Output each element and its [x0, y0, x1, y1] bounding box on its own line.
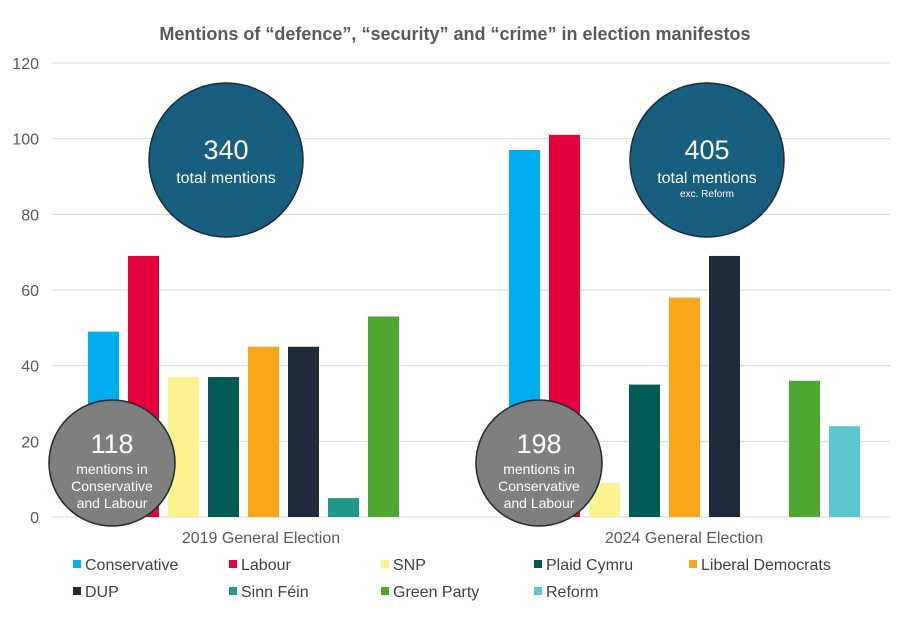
- bar-plaid-cymru-2024: [629, 384, 660, 517]
- legend-label: Green Party: [393, 584, 479, 601]
- legend: Conservative Labour SNP Plaid Cymru Liberal …: [73, 557, 831, 601]
- legend-label: Liberal Democrats: [701, 557, 831, 574]
- bubble-label-line: Conservative: [498, 478, 580, 494]
- bar-green-party-2024: [789, 380, 820, 517]
- bar-reform-2024: [829, 426, 860, 517]
- legend-swatch: [534, 560, 542, 568]
- y-tick-label: 60: [21, 283, 39, 300]
- bubble-number: 118: [90, 429, 133, 459]
- legend-label: Labour: [241, 557, 291, 574]
- legend-label: Reform: [546, 584, 598, 601]
- bubble-label-line: and Labour: [504, 495, 575, 511]
- legend-item-plaid-cymru: Plaid Cymru: [534, 557, 633, 574]
- bubble-sublabel: exc. Reform: [680, 189, 734, 200]
- bar-dup-2019: [288, 346, 319, 517]
- legend-item-reform: Reform: [534, 584, 598, 601]
- legend-item-labour: Labour: [229, 557, 291, 574]
- bar-plaid-cymru-2019: [208, 377, 239, 517]
- legend-item-sinn-f-in: Sinn Féin: [229, 584, 309, 601]
- bubble-label-line: mentions in: [76, 461, 148, 477]
- bubble-number: 405: [684, 135, 729, 165]
- legend-item-snp: SNP: [381, 557, 426, 574]
- y-tick-label: 100: [12, 132, 39, 149]
- bubble-number: 198: [516, 429, 561, 459]
- legend-swatch: [229, 587, 237, 595]
- legend-swatch: [73, 560, 81, 568]
- legend-swatch: [73, 587, 81, 595]
- legend-swatch: [229, 560, 237, 568]
- total-mentions-bubble: 405 total mentions exc. Reform: [629, 82, 785, 238]
- bar-liberal-democrats-2019: [248, 346, 279, 517]
- bar-dup-2024: [709, 255, 740, 517]
- bubble-circle: [629, 82, 785, 238]
- bubble-label-line: and Labour: [77, 495, 148, 511]
- chart-title: Mentions of “defence”, “security” and “c…: [159, 24, 750, 44]
- total-mentions-bubble: 340 total mentions: [148, 82, 304, 238]
- y-tick-label: 120: [12, 56, 39, 73]
- legend-swatch: [534, 587, 542, 595]
- y-tick-label: 40: [21, 359, 39, 376]
- x-category-label: 2024 General Election: [605, 530, 763, 547]
- legend-item-conservative: Conservative: [73, 557, 178, 574]
- legend-label: DUP: [85, 584, 119, 601]
- legend-item-dup: DUP: [73, 584, 119, 601]
- legend-swatch: [381, 587, 389, 595]
- legend-label: Conservative: [85, 557, 178, 574]
- bubble-label-line: Conservative: [71, 478, 153, 494]
- legend-swatch: [689, 560, 697, 568]
- bubble-circle: [475, 399, 603, 527]
- legend-label: Sinn Féin: [241, 584, 309, 601]
- x-axis-categories: 2019 General Election 2024 General Electi…: [182, 530, 763, 547]
- x-category-label: 2019 General Election: [182, 530, 340, 547]
- y-tick-label: 0: [30, 510, 39, 527]
- bubble-number: 340: [203, 135, 248, 165]
- y-tick-label: 80: [21, 207, 39, 224]
- y-tick-label: 20: [21, 434, 39, 451]
- bar-liberal-democrats-2024: [669, 297, 700, 517]
- legend-item-liberal-democrats: Liberal Democrats: [689, 557, 831, 574]
- bubble-circle: [148, 82, 304, 238]
- bubble-label: total mentions: [176, 170, 276, 187]
- legend-label: SNP: [393, 557, 426, 574]
- bar-sinn-f-in-2019: [328, 498, 359, 517]
- legend-item-green-party: Green Party: [381, 584, 479, 601]
- annotations: 340 total mentions 405 total mentions exc. R…: [48, 82, 785, 527]
- bar-green-party-2019: [368, 316, 399, 517]
- legend-swatch: [381, 560, 389, 568]
- bubble-label: total mentions: [657, 170, 757, 187]
- legend-label: Plaid Cymru: [546, 557, 633, 574]
- bubble-circle: [48, 399, 176, 527]
- bubble-label-line: mentions in: [503, 461, 575, 477]
- y-axis-ticks: 0 20 40 60 80 100 120: [12, 56, 39, 527]
